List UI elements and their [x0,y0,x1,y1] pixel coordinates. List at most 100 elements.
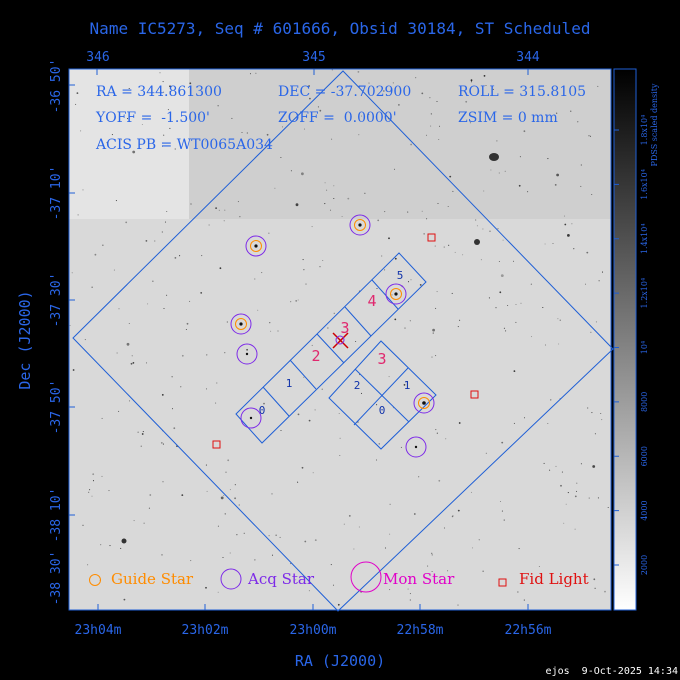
background-star [452,515,454,517]
bottom-axis: 23h04m 23h02m 23h00m 22h58m 22h56m RA (J… [75,604,552,670]
plot-title: Name IC5273, Seq # 601666, Obsid 30184, … [90,19,591,38]
background-star [410,143,412,146]
background-star [404,327,406,329]
colorbar-tick-label: 10⁴ [640,341,649,354]
sky-image [69,69,611,610]
background-star [600,412,602,415]
background-star [224,513,226,515]
background-star [483,75,486,77]
background-star [591,412,593,414]
background-star [88,491,90,493]
background-star [423,233,425,235]
background-star [279,536,281,538]
background-star [297,299,299,301]
background-star [145,362,148,364]
colorbar-tick-label: 8000 [640,392,649,412]
background-star [333,312,335,314]
background-star [268,232,270,234]
background-star [319,266,321,268]
background-star [80,130,82,132]
background-star [311,226,313,228]
background-star [451,292,453,294]
background-star [229,489,231,491]
background-star [322,259,324,262]
acq-star-marker [230,313,252,335]
galaxy-blob [474,239,480,245]
background-star [595,321,597,323]
background-star [607,506,609,509]
background-star [266,133,269,136]
background-star [120,139,123,141]
guide-star-marker [390,288,402,300]
background-star [523,599,525,601]
background-star [443,246,445,248]
background-star [154,240,156,242]
background-star [263,402,265,405]
background-star [254,278,256,280]
background-star [128,87,130,90]
background-star [131,355,133,357]
background-star [557,318,559,320]
background-star [82,524,84,526]
background-star [246,132,248,134]
colorbar-tick-label: 2000 [640,555,649,575]
background-star [527,191,529,193]
acis-s-chip-label: 2 [311,347,320,365]
background-star [505,330,507,332]
background-star [206,490,208,492]
background-star [368,114,370,116]
background-star [503,327,505,329]
background-star [475,219,477,221]
background-star [217,525,219,527]
background-star [517,591,519,593]
background-star [348,515,351,517]
acis-s-chip-label: 4 [367,292,376,310]
background-star [303,376,305,378]
background-star [159,72,161,74]
background-star [341,215,343,218]
background-star [355,340,357,343]
background-star [218,209,220,211]
bottom-tick-label: 23h00m [290,623,337,638]
background-star [597,85,599,87]
background-star [169,127,171,129]
background-star [576,482,578,484]
background-star [132,362,135,364]
background-star [407,211,409,213]
acis-i-chip-label: 1 [404,379,411,392]
background-star [142,431,144,433]
background-star [277,330,279,332]
background-star [478,539,480,541]
background-star [389,589,391,591]
background-star [567,234,570,237]
background-star [326,189,328,191]
colorbar-label: PDSS scaled density [650,83,659,166]
background-star [82,189,84,191]
background-star [518,548,520,550]
background-star [445,438,447,440]
background-star [225,471,227,473]
background-star [163,307,165,310]
background-star [523,417,526,419]
left-tick-label: -37 50' [49,380,64,435]
background-star [575,490,578,492]
background-star [512,260,515,262]
background-star [180,386,182,388]
background-star [393,168,396,170]
bottom-tick-label: 23h04m [75,623,122,638]
acis-s-chip-label: 5 [397,269,404,282]
background-star [518,184,521,187]
footer-stamp: ejos 9-Oct-2025 14:34 [546,666,678,677]
background-star [205,464,207,466]
background-star [353,548,355,550]
param-yoff: YOFF = -1.500' [95,110,210,126]
background-star [407,588,409,590]
background-star [102,244,104,246]
pointing-parameters: RA = 344.861300 DEC = -37.702900 ROLL = … [95,84,586,153]
background-star [84,339,86,341]
background-star [223,220,225,222]
background-star [215,402,217,404]
background-star [431,356,433,358]
background-star [255,72,257,74]
background-star [302,259,304,261]
